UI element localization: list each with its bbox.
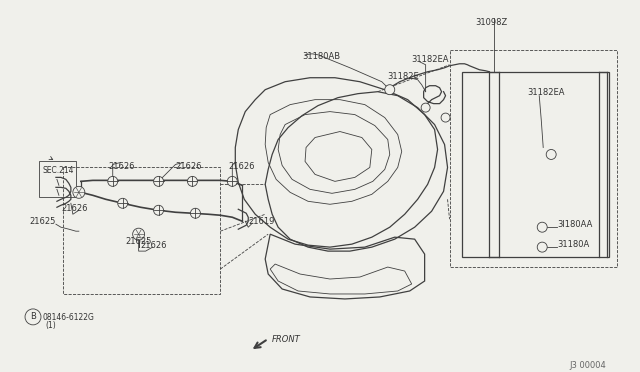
Text: 21625: 21625 (29, 217, 56, 226)
Circle shape (537, 222, 547, 232)
Text: 08146-6122G: 08146-6122G (43, 313, 95, 322)
Text: SEC.214: SEC.214 (43, 166, 74, 176)
Circle shape (132, 228, 145, 240)
Circle shape (188, 176, 197, 186)
Text: 21626: 21626 (175, 163, 202, 171)
Circle shape (421, 103, 430, 112)
Circle shape (385, 85, 395, 94)
Text: 21626: 21626 (141, 241, 167, 250)
Text: J3 00004: J3 00004 (569, 361, 606, 370)
Text: 3l180AA: 3l180AA (557, 220, 593, 229)
Text: B: B (30, 312, 36, 321)
Text: 31180A: 31180A (557, 240, 589, 249)
Text: 21626: 21626 (228, 163, 255, 171)
Circle shape (154, 205, 164, 215)
Circle shape (73, 186, 85, 198)
Circle shape (191, 208, 200, 218)
Text: 31180AB: 31180AB (302, 52, 340, 61)
Text: FRONT: FRONT (272, 335, 301, 344)
Circle shape (118, 198, 127, 208)
Text: 21626: 21626 (109, 163, 135, 171)
Text: 31098Z: 31098Z (476, 18, 508, 27)
Text: 31182E: 31182E (388, 72, 419, 81)
Circle shape (537, 242, 547, 252)
Text: 21626: 21626 (61, 204, 88, 213)
Text: 31182EA: 31182EA (527, 88, 564, 97)
Circle shape (441, 113, 450, 122)
Text: 21619: 21619 (248, 217, 275, 226)
Circle shape (227, 176, 237, 186)
Circle shape (546, 150, 556, 160)
Text: 31182EA: 31182EA (412, 55, 449, 64)
Circle shape (154, 176, 164, 186)
Text: (1): (1) (45, 321, 56, 330)
Text: 21625: 21625 (125, 237, 152, 246)
Circle shape (108, 176, 118, 186)
